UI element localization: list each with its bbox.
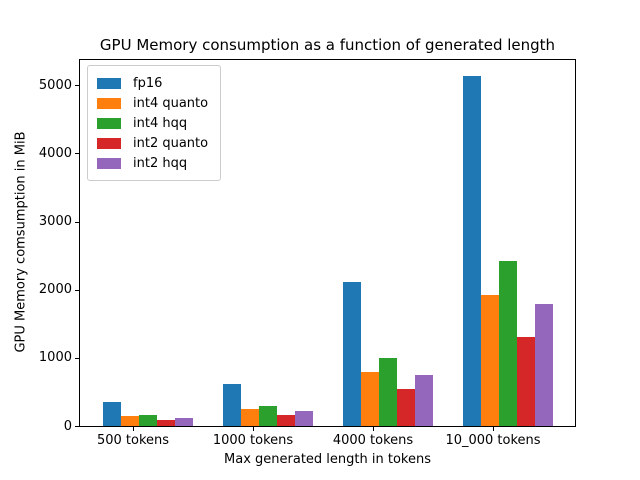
chart-title: GPU Memory consumption as a function of … — [99, 36, 556, 54]
x-tick-mark — [493, 427, 494, 431]
legend-swatch-icon — [97, 97, 121, 109]
plot-area: fp16 int4 quanto int4 hqq int2 quanto int2 h… — [79, 59, 576, 427]
y-tick-mark — [75, 357, 79, 359]
legend-swatch-icon — [97, 157, 121, 169]
y-tick-mark — [75, 85, 79, 87]
x-tick-label: 4000 tokens — [332, 433, 414, 448]
legend-item-fp16: fp16 — [97, 73, 208, 93]
legend-label: int2 quanto — [133, 135, 209, 151]
bar-int2-quanto-2 — [277, 414, 295, 426]
legend-item-int2-quanto: int2 quanto — [97, 133, 208, 153]
x-axis-label: Max generated length in tokens — [224, 452, 431, 467]
legend-swatch-icon — [97, 137, 121, 149]
bar-int2-hqq-2 — [295, 411, 313, 426]
bar-fp16-3 — [343, 281, 361, 426]
legend-label: int2 hqq — [133, 155, 188, 171]
bar-fp16-4 — [463, 75, 481, 426]
x-tick-mark — [373, 427, 374, 431]
x-tick-label: 500 tokens — [96, 433, 170, 448]
bar-int2-hqq-1 — [175, 417, 193, 426]
legend-item-int4-quanto: int4 quanto — [97, 93, 208, 113]
x-tick-label: 1000 tokens — [212, 433, 294, 448]
bar-int4-quanto-3 — [361, 371, 379, 426]
legend: fp16 int4 quanto int4 hqq int2 quanto int2 h… — [87, 65, 222, 181]
legend-swatch-icon — [97, 77, 121, 89]
y-tick-label: 1000 — [38, 350, 72, 366]
bar-int2-hqq-4 — [535, 304, 553, 426]
bar-fp16-2 — [223, 384, 241, 426]
bar-int4-hqq-2 — [259, 406, 277, 426]
x-tick-mark — [253, 427, 254, 431]
bar-int2-quanto-4 — [517, 337, 535, 426]
legend-swatch-icon — [97, 117, 121, 129]
y-tick-mark — [75, 221, 79, 223]
bar-int4-quanto-1 — [121, 415, 139, 426]
bar-int4-hqq-3 — [379, 357, 397, 426]
y-tick-label: 2000 — [38, 282, 72, 298]
y-tick-mark — [75, 289, 79, 291]
bar-int2-hqq-3 — [415, 374, 433, 426]
y-tick-label: 5000 — [38, 77, 72, 93]
bar-int2-quanto-1 — [157, 419, 175, 426]
legend-label: fp16 — [133, 75, 163, 91]
bar-int4-quanto-4 — [481, 294, 499, 426]
y-tick-mark — [75, 426, 79, 427]
bar-int4-hqq-4 — [499, 261, 517, 426]
legend-item-int4-hqq: int4 hqq — [97, 113, 208, 133]
y-axis-label: GPU Memory comsumption in MiB — [13, 131, 29, 353]
legend-label: int4 quanto — [133, 95, 209, 111]
bar-int2-quanto-3 — [397, 388, 415, 426]
bar-int4-quanto-2 — [241, 409, 259, 426]
y-tick-label: 0 — [63, 418, 72, 434]
bar-fp16-1 — [103, 401, 121, 426]
y-tick-mark — [75, 153, 79, 155]
bar-int4-hqq-1 — [139, 415, 157, 426]
legend-label: int4 hqq — [133, 115, 188, 131]
x-tick-mark — [133, 427, 134, 431]
y-tick-label: 4000 — [38, 145, 72, 161]
legend-item-int2-hqq: int2 hqq — [97, 153, 208, 173]
y-tick-label: 3000 — [38, 214, 72, 230]
x-tick-label: 10_000 tokens — [445, 433, 541, 448]
